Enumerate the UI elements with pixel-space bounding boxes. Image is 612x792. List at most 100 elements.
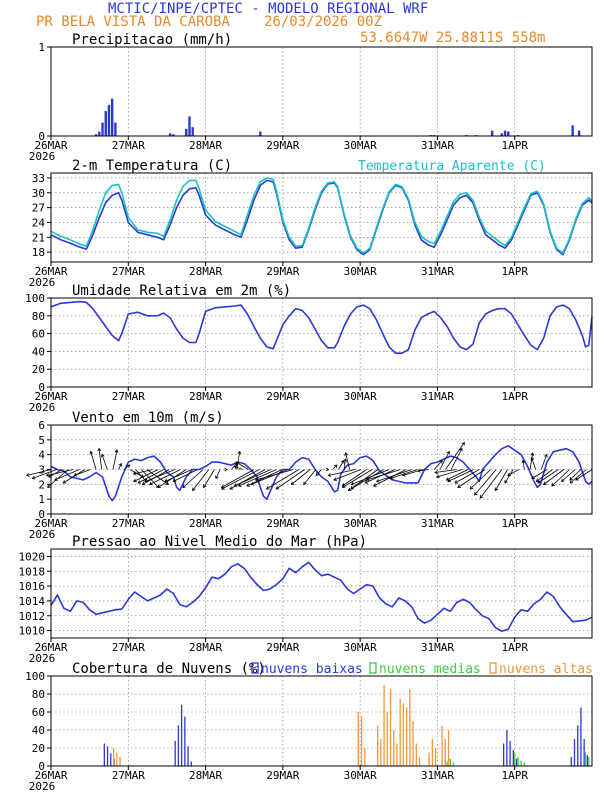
wind-vector-head xyxy=(561,478,565,482)
y-tick-label: 1014 xyxy=(19,595,46,608)
x-tick-label: 27MAR xyxy=(112,517,145,530)
header-location: PR BELA VISTA DA CAROBA xyxy=(36,14,230,30)
precipitacao-bar xyxy=(188,116,191,136)
y-tick-label: 4 xyxy=(38,449,45,462)
x-tick-label: 31MAR xyxy=(421,390,454,403)
wind-vector-head xyxy=(233,465,238,470)
wind-vector xyxy=(229,469,266,490)
x-tick-label: 26MAR xyxy=(34,517,67,530)
wind-vector xyxy=(531,469,548,479)
wind-vector-head xyxy=(327,473,332,477)
wind-vector-head xyxy=(203,484,207,489)
nuvens-altas-bar xyxy=(428,752,430,766)
precipitacao-bar xyxy=(101,122,104,136)
wind-vector xyxy=(221,469,255,488)
wind-vector xyxy=(192,469,210,491)
nuvens-altas-bar xyxy=(116,752,118,766)
nuvens-medias-bar xyxy=(517,757,519,766)
legend-swatch xyxy=(251,662,259,674)
wind-vector xyxy=(112,449,118,470)
wind-vector xyxy=(470,469,491,490)
wind-vector-head xyxy=(479,494,484,499)
nuvens-medias-bar xyxy=(446,761,448,766)
wind-vector xyxy=(450,448,463,470)
wind-vector-head xyxy=(62,480,67,484)
y-tick-label: 1 xyxy=(38,41,45,54)
pressure-title: Pressao ao Nivel Medio do Mar (hPa) xyxy=(72,534,367,550)
wind-vector-head xyxy=(347,487,352,491)
x-tick-label: 27MAR xyxy=(112,390,145,403)
wind-vector-head xyxy=(114,449,119,453)
wind-vector-head xyxy=(144,478,149,483)
header-coords: 53.6647W 25.8811S 558m xyxy=(360,30,546,46)
wind-vector xyxy=(234,466,243,470)
nuvens-medias-bar xyxy=(520,760,522,766)
wind-vector-head xyxy=(133,478,137,483)
wind-vector xyxy=(118,463,122,470)
wind-vector-head xyxy=(439,459,443,464)
y-tick-label: 30 xyxy=(32,187,45,200)
wind-vector xyxy=(454,469,480,484)
x-tick-label: 29MAR xyxy=(266,769,299,782)
nuvens-altas-bar xyxy=(364,748,366,766)
wind-vector-head xyxy=(229,486,234,490)
nuvens-altas-bar xyxy=(389,689,392,766)
x-tick-label: 28MAR xyxy=(189,641,222,654)
y-tick-label: 100 xyxy=(25,670,45,683)
nuvens-altas-bar xyxy=(360,716,363,766)
wind-vector-head xyxy=(457,484,461,488)
nuvens-baixas-bar xyxy=(106,746,109,766)
wind-vector-head xyxy=(165,481,170,485)
precipitacao-bar xyxy=(571,125,574,136)
wind-vector-head xyxy=(375,478,380,483)
wind-vector-head xyxy=(551,482,555,487)
wind-vector-head xyxy=(157,484,161,488)
wind-vector xyxy=(203,469,215,488)
y-tick-label: 20 xyxy=(32,363,45,376)
pressure-frame xyxy=(50,548,593,639)
nuvens-altas-bar xyxy=(441,725,443,766)
precipitacao-bar xyxy=(577,130,581,136)
pressao-line xyxy=(50,561,593,633)
nuvens-baixas-bar xyxy=(184,716,186,766)
nuvens-altas-bar xyxy=(412,721,414,766)
temp-legend: Temperatura Aparente (C) xyxy=(358,159,546,174)
x-tick-label: 28MAR xyxy=(189,517,222,530)
nuvens-baixas-bar xyxy=(515,758,518,766)
wind-vector-head xyxy=(325,467,330,472)
wind-vector xyxy=(251,469,288,485)
wind-vector xyxy=(133,469,159,482)
wind-vector xyxy=(436,469,463,478)
wind-vector-head xyxy=(215,475,219,480)
wind-vector xyxy=(98,448,103,470)
x-tick-label: 30MAR xyxy=(344,641,377,654)
wind-vector-head xyxy=(237,450,242,455)
nuvens-baixas-bar xyxy=(509,740,511,766)
wind-vector-head xyxy=(137,480,142,484)
wind-vector-head xyxy=(417,468,421,473)
wind-vector-head xyxy=(73,472,78,477)
x-tick-label: 31MAR xyxy=(421,641,454,654)
precipitacao-bar xyxy=(98,131,101,136)
wind-vector xyxy=(345,452,351,470)
y-tick-label: 33 xyxy=(32,172,45,185)
wind-vector xyxy=(342,469,367,487)
precipitacao-bar xyxy=(490,130,494,136)
x-tick-label: 27MAR xyxy=(112,139,145,152)
x-tick-label: 1APR xyxy=(501,641,528,654)
wind-vector-head xyxy=(521,459,526,464)
x-tick-label: 1APR xyxy=(501,139,528,152)
precipitacao-bar xyxy=(259,131,262,136)
wind-vector-head xyxy=(89,450,94,455)
precipitacao-bar xyxy=(191,127,194,136)
wind-vector xyxy=(234,469,271,487)
y-tick-label: 80 xyxy=(32,310,45,323)
wind-vector xyxy=(348,469,384,491)
wind-vector xyxy=(215,469,221,479)
precipitacao-bar xyxy=(94,134,98,136)
